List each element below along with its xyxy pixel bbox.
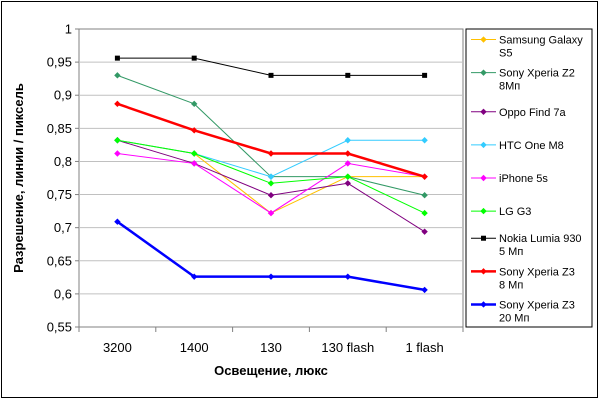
data-point bbox=[267, 192, 275, 199]
legend-swatch-marker bbox=[480, 268, 487, 275]
data-point bbox=[344, 173, 351, 180]
legend-label: Sony Xperia Z3 20 Мп bbox=[499, 299, 575, 324]
data-point bbox=[191, 100, 198, 108]
data-point bbox=[114, 150, 121, 157]
y-tick-label: 0,75 bbox=[47, 187, 72, 202]
series-6 bbox=[114, 55, 428, 78]
x-tick-label: 1400 bbox=[180, 340, 209, 355]
y-tick-label: 0,65 bbox=[47, 253, 72, 268]
data-point bbox=[267, 173, 275, 180]
legend-swatch-marker bbox=[480, 207, 487, 215]
series-7 bbox=[114, 100, 428, 180]
legend-swatch-marker bbox=[480, 141, 487, 149]
series-5 bbox=[114, 137, 428, 217]
data-point bbox=[344, 273, 351, 280]
data-point bbox=[191, 273, 198, 280]
legend-entry: iPhone 5s bbox=[471, 173, 548, 185]
data-point bbox=[267, 209, 275, 217]
legend-entry: HTC One M8 bbox=[471, 140, 564, 152]
data-point bbox=[345, 72, 351, 78]
legend-label: HTC One M8 bbox=[499, 140, 564, 152]
legend-swatch-marker bbox=[480, 108, 487, 115]
legend-swatch-marker bbox=[480, 36, 487, 43]
data-point bbox=[344, 160, 351, 167]
data-point bbox=[344, 180, 351, 187]
y-tick-label: 0,8 bbox=[54, 154, 72, 169]
legend-entry: Samsung Galaxy S5 bbox=[471, 35, 583, 60]
y-tick-label: 0,7 bbox=[54, 220, 72, 235]
legend-label: Oppo Find 7a bbox=[499, 107, 567, 119]
legend-entry: Sony Xperia Z3 20 Мп bbox=[471, 299, 575, 324]
y-axis-title: Разрешение, линии / пиксель bbox=[11, 83, 26, 273]
data-point bbox=[114, 218, 121, 225]
data-point bbox=[267, 273, 275, 280]
y-tick-label: 0,6 bbox=[54, 286, 72, 301]
y-tick-label: 1 bbox=[65, 22, 72, 37]
legend-entry: LG G3 bbox=[471, 206, 531, 218]
legend-label: Sony Xperia Z2 8Мп bbox=[499, 68, 575, 93]
legend-entry: Oppo Find 7a bbox=[471, 107, 567, 119]
legend-label: Nokia Lumia 930 5 Мп bbox=[499, 233, 582, 258]
data-point bbox=[267, 150, 275, 157]
x-tick-label: 130 bbox=[260, 340, 282, 355]
y-tick-label: 0,55 bbox=[47, 320, 72, 335]
data-point bbox=[191, 55, 197, 61]
data-point bbox=[422, 72, 428, 78]
data-point bbox=[421, 192, 428, 199]
data-point bbox=[114, 137, 121, 144]
series-8 bbox=[114, 218, 428, 294]
y-tick-label: 0,9 bbox=[54, 88, 72, 103]
x-tick-label: 3200 bbox=[103, 340, 132, 355]
data-point bbox=[344, 137, 351, 144]
data-point bbox=[114, 100, 121, 108]
y-tick-label: 0,95 bbox=[47, 55, 72, 70]
x-axis-title: Освещение, люкс bbox=[214, 363, 328, 378]
legend-swatch-marker bbox=[480, 174, 487, 182]
data-point bbox=[191, 127, 198, 134]
data-point bbox=[344, 150, 351, 157]
legend-label: Sony Xperia Z3 8 Мп bbox=[499, 266, 575, 291]
legend-entry: Sony Xperia Z2 8Мп bbox=[471, 68, 575, 93]
data-point bbox=[114, 72, 121, 79]
y-axis-ticks: 0,55 0,6 0,65 0,7 0,75 0,8 0,85 0,9 0,95 1 bbox=[47, 22, 79, 335]
data-point bbox=[421, 209, 428, 217]
legend-label: Samsung Galaxy S5 bbox=[499, 35, 583, 60]
x-tick-label: 1 flash bbox=[405, 340, 443, 355]
data-point bbox=[114, 55, 120, 61]
data-point bbox=[421, 173, 428, 180]
x-tick-label: 130 flash bbox=[321, 340, 374, 355]
legend-entry: Nokia Lumia 930 5 Мп bbox=[471, 233, 582, 258]
legend-entry: Sony Xperia Z3 8 Мп bbox=[471, 266, 575, 291]
data-point bbox=[191, 160, 198, 167]
series-lines bbox=[114, 55, 428, 294]
data-point bbox=[267, 180, 275, 187]
data-point bbox=[421, 228, 428, 235]
legend-label: LG G3 bbox=[499, 206, 531, 218]
legend-label: iPhone 5s bbox=[499, 173, 548, 185]
data-point bbox=[268, 72, 274, 78]
data-point bbox=[421, 286, 428, 294]
y-tick-label: 0,85 bbox=[47, 121, 72, 136]
gridlines bbox=[79, 61, 463, 295]
x-axis-ticks: 3200 1400 130 130 flash 1 flash bbox=[78, 327, 464, 355]
legend-swatch-marker bbox=[480, 69, 487, 76]
legend-swatch-marker bbox=[480, 301, 487, 308]
data-point bbox=[191, 150, 198, 157]
legend: Samsung Galaxy S5 Sony Xperia Z2 8Мп Oppo Fi… bbox=[471, 35, 583, 324]
legend-swatch-marker bbox=[481, 235, 486, 241]
data-point bbox=[421, 137, 428, 144]
